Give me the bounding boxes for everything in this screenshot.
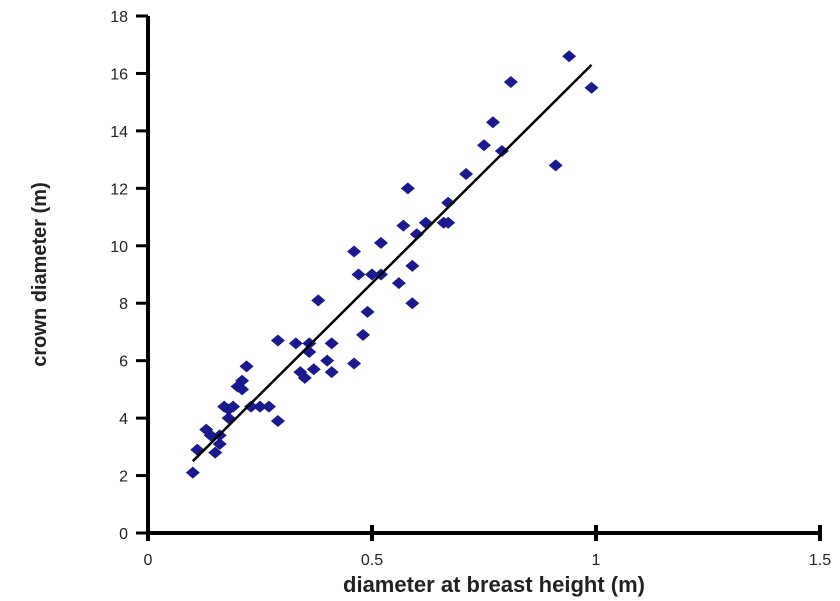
data-point <box>244 400 259 413</box>
data-point <box>347 245 362 258</box>
axes-layer <box>146 16 820 535</box>
data-point <box>477 139 491 152</box>
data-point <box>270 414 285 427</box>
y-tick-label: 4 <box>119 411 128 428</box>
data-point <box>270 334 285 347</box>
data-point <box>396 219 411 232</box>
data-point <box>288 337 303 350</box>
x-axis-title: diameter at breast height (m) <box>343 572 645 597</box>
data-point <box>185 466 200 479</box>
data-point <box>235 383 250 396</box>
data-point <box>441 216 456 229</box>
data-point <box>405 297 420 310</box>
data-point <box>562 50 577 63</box>
x-tick-label: 1.5 <box>809 552 831 569</box>
y-tick-label: 6 <box>119 354 128 371</box>
regression-line <box>191 63 593 463</box>
ticks-layer: 0 2 4 6 8 10 12 14 16 18 0 0.5 1 1.5 <box>110 9 831 569</box>
data-point <box>503 76 518 89</box>
y-tick-label: 18 <box>110 9 128 26</box>
x-tick-label: 1 <box>592 552 601 569</box>
data-point <box>494 144 509 157</box>
y-tick-label: 16 <box>110 66 128 83</box>
data-point <box>212 437 227 450</box>
data-point <box>360 305 375 318</box>
data-point <box>235 374 250 387</box>
y-tick-label: 14 <box>110 124 128 141</box>
data-point <box>485 116 500 129</box>
data-point <box>365 268 379 281</box>
data-point <box>324 366 339 379</box>
y-tick-label: 0 <box>119 526 128 543</box>
data-point <box>409 228 424 241</box>
data-point <box>208 446 223 459</box>
data-point <box>391 277 406 290</box>
y-tick-label: 2 <box>119 469 128 486</box>
data-point <box>347 357 362 370</box>
data-points-layer <box>185 50 599 479</box>
data-point <box>441 196 456 209</box>
x-tick-label: 0 <box>144 552 153 569</box>
data-point <box>190 443 205 456</box>
data-point <box>459 167 474 180</box>
data-point <box>584 81 599 94</box>
data-point <box>373 236 388 249</box>
y-tick-label: 8 <box>119 296 128 313</box>
data-point <box>405 259 420 272</box>
data-point <box>311 294 326 307</box>
data-point <box>226 400 241 413</box>
data-point <box>548 159 563 172</box>
data-point <box>320 354 335 367</box>
data-point <box>306 363 321 376</box>
data-point <box>356 328 371 341</box>
data-point <box>418 216 433 229</box>
y-tick-label: 12 <box>110 181 128 198</box>
data-point <box>239 360 254 373</box>
data-point <box>297 371 312 384</box>
data-point <box>261 400 276 413</box>
data-point <box>324 337 339 350</box>
data-point <box>400 182 415 195</box>
data-point <box>351 268 366 281</box>
data-point <box>253 400 267 413</box>
x-tick-label: 0.5 <box>361 552 383 569</box>
y-tick-label: 10 <box>110 239 128 256</box>
y-axis-title: crown diameter (m) <box>29 182 51 366</box>
